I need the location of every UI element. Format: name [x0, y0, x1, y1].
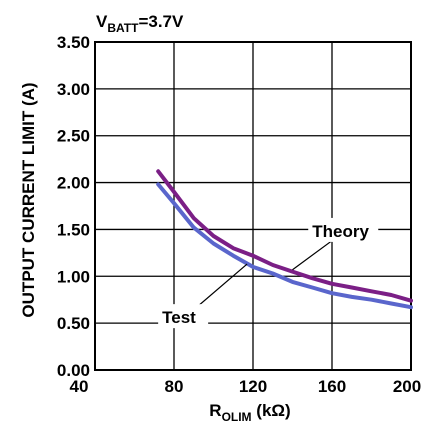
- x-label-main: R: [209, 401, 221, 420]
- x-tick-label: 120: [239, 377, 267, 396]
- series-line-theory: [156, 169, 413, 303]
- x-tick-label: 40: [70, 377, 89, 396]
- title-main: V: [96, 12, 108, 31]
- x-label-sub: OLIM: [222, 410, 252, 424]
- chart-title: VBATT=3.7V: [96, 12, 184, 35]
- x-tick-label: 200: [393, 377, 421, 396]
- plot-frame: [94, 41, 412, 371]
- annotation-layer: Theory Test: [158, 217, 379, 329]
- x-tick-label: 80: [165, 377, 184, 396]
- title-suffix: =3.7V: [138, 12, 184, 31]
- y-tick-label: 3.50: [57, 33, 90, 52]
- y-axis-label: OUTPUT CURRENT LIMIT (A): [19, 82, 38, 317]
- annotation-bg: [158, 304, 209, 329]
- x-tick-label: 160: [318, 377, 346, 396]
- x-tick-labels: 40 80 120 160 200: [70, 377, 422, 396]
- title-sub: BATT: [107, 21, 139, 35]
- y-tick-label: 1.00: [57, 267, 90, 286]
- annotation-bg: [308, 217, 379, 242]
- y-tick-label: 0.00: [57, 361, 90, 380]
- y-tick-label: 0.50: [57, 314, 90, 333]
- grid: [94, 41, 412, 371]
- x-label-suffix: (kΩ): [252, 401, 291, 420]
- annotation-label: Theory: [312, 222, 369, 241]
- y-tick-label: 3.00: [57, 80, 90, 99]
- series-line-test: [156, 182, 413, 310]
- y-tick-labels: 0.00 0.50 1.00 1.50 2.00 2.50 3.00 3.50: [57, 33, 90, 380]
- x-axis-label: ROLIM (kΩ): [209, 401, 290, 424]
- y-tick-label: 2.50: [57, 127, 90, 146]
- y-tick-label: 2.00: [57, 174, 90, 193]
- series-layer: [156, 169, 413, 310]
- y-tick-label: 1.50: [57, 220, 90, 239]
- annotation-label: Test: [162, 308, 196, 327]
